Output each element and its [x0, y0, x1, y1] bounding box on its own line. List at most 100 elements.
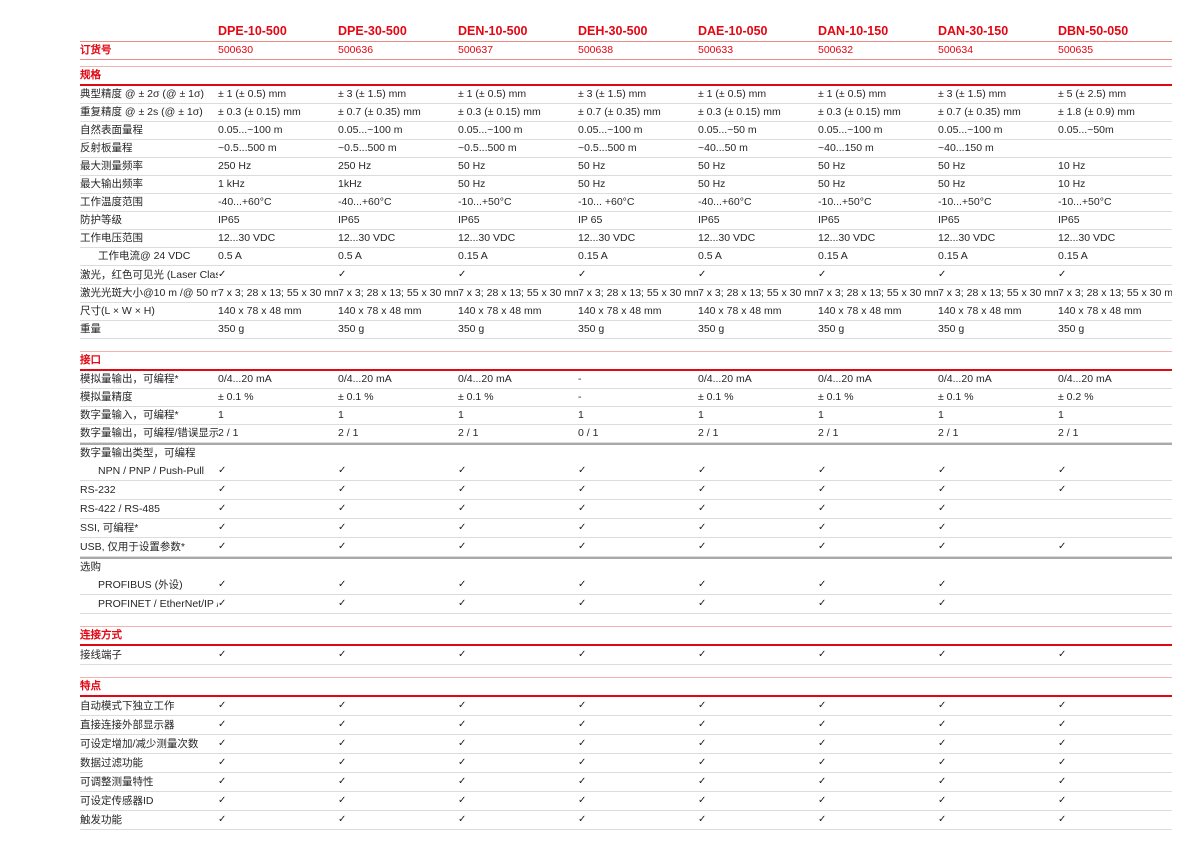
check-icon: ✓	[1058, 719, 1067, 730]
value-cell	[1058, 571, 1172, 576]
row-label: 尺寸(L × W × H)	[80, 305, 155, 317]
value-cell: ± 5 (± 2.5) mm	[1058, 88, 1127, 100]
value-cell: 0.5 A	[338, 250, 362, 262]
value-cell: ✓	[578, 481, 698, 499]
value-cell: ± 0.7 (± 0.35) mm	[578, 106, 661, 118]
check-icon: ✓	[818, 269, 827, 280]
value-cell: 1 kHz	[218, 178, 245, 190]
check-icon: ✓	[938, 503, 947, 514]
value-cell: IP65	[698, 214, 720, 226]
check-icon: ✓	[218, 757, 227, 768]
value-cell: ✓	[1058, 792, 1172, 810]
value-cell	[1058, 608, 1172, 613]
value-cell: ✓	[458, 773, 578, 791]
check-icon: ✓	[818, 465, 827, 476]
model-name: DAN-10-150	[818, 24, 889, 38]
spec-row: 工作温度范围 -40...+60°C -40...+60°C -10...+50°C -…	[80, 194, 1172, 212]
check-icon: ✓	[818, 649, 827, 660]
value-cell	[1058, 532, 1172, 537]
value-cell: 0.05...~100 m	[938, 124, 1003, 136]
row-label: 可设定增加/减少测量次数	[80, 738, 199, 750]
value-cell: -10...+50°C	[1058, 196, 1112, 208]
value-cell: ± 0.1 %	[818, 391, 854, 403]
check-icon: ✓	[338, 484, 347, 495]
check-icon: ✓	[698, 776, 707, 787]
value-cell: ✓	[338, 697, 458, 715]
check-icon: ✓	[458, 579, 467, 590]
value-cell: ✓	[818, 754, 938, 772]
spec-row: 模拟量精度 ± 0.1 % ± 0.1 % ± 0.1 % - ± 0.1 % ± 0.1 …	[80, 389, 1172, 407]
spec-row: NPN / PNP / Push-Pull ✓ ✓ ✓ ✓ ✓ ✓ ✓ ✓	[80, 462, 1172, 481]
row-label: 数据过滤功能	[80, 757, 143, 769]
check-icon: ✓	[1058, 541, 1067, 552]
value-cell: ± 0.1 %	[338, 391, 374, 403]
value-cell: 350 g	[1058, 323, 1085, 335]
value-cell: ✓	[338, 754, 458, 772]
check-icon: ✓	[698, 700, 707, 711]
check-icon: ✓	[938, 719, 947, 730]
spec-row: 防护等级 IP65 IP65 IP65 IP 65 IP65 IP65 IP65 IP65	[80, 212, 1172, 230]
check-icon: ✓	[938, 649, 947, 660]
value-cell: ✓	[218, 462, 338, 480]
check-icon: ✓	[338, 649, 347, 660]
value-cell: ± 0.3 (± 0.15) mm	[458, 106, 541, 118]
value-cell: 1	[1058, 409, 1064, 421]
row-label: 防护等级	[80, 214, 122, 226]
value-cell: ✓	[1058, 754, 1172, 772]
value-cell: 350 g	[338, 323, 365, 335]
check-icon: ✓	[578, 795, 587, 806]
value-cell: ✓	[818, 500, 938, 518]
value-cell: ✓	[338, 519, 458, 537]
value-cell: 1	[938, 409, 944, 421]
spec-row: 最大输出频率 1 kHz 1kHz 50 Hz 50 Hz 50 Hz 50 Hz 50 Hz…	[80, 176, 1172, 194]
value-cell: 10 Hz	[1058, 160, 1086, 172]
check-icon: ✓	[218, 465, 227, 476]
value-cell: ~0.5...500 m	[338, 142, 397, 154]
value-cell: ✓	[338, 792, 458, 810]
check-icon: ✓	[698, 757, 707, 768]
value-cell: ✓	[338, 462, 458, 480]
check-icon: ✓	[218, 484, 227, 495]
row-label: 激光光斑大小@10 m /@ 50 m	[80, 287, 218, 299]
value-cell: ✓	[818, 462, 938, 480]
value-cell: ✓	[218, 500, 338, 518]
value-cell: 7 x 3; 28 x 13; 55 x 30 mm	[698, 287, 818, 299]
value-cell: -10...+50°C	[818, 196, 872, 208]
value-cell: ✓	[578, 595, 698, 613]
row-label: 工作温度范围	[80, 196, 143, 208]
row-label: RS-232	[80, 484, 116, 496]
value-cell: ✓	[698, 735, 818, 753]
check-icon: ✓	[938, 757, 947, 768]
spec-row: 激光，红色可见光 (Laser Class 2, < 1 mW)✓✓✓✓✓✓✓✓	[80, 266, 1172, 285]
value-cell: ✓	[938, 754, 1058, 772]
section-title: 接口	[80, 351, 1172, 371]
spec-row: 数字量输入，可编程* 1 1 1 1 1 1 1 1	[80, 407, 1172, 425]
value-cell: ✓	[698, 500, 818, 518]
check-icon: ✓	[338, 579, 347, 590]
check-icon: ✓	[698, 598, 707, 609]
spec-row: 可设定增加/减少测量次数 ✓ ✓ ✓ ✓ ✓ ✓ ✓ ✓	[80, 735, 1172, 754]
value-cell: ✓	[218, 716, 338, 734]
row-label: 重量	[80, 323, 101, 335]
value-cell: 50 Hz	[578, 178, 606, 190]
check-icon: ✓	[338, 757, 347, 768]
check-icon: ✓	[578, 649, 587, 660]
check-icon: ✓	[698, 269, 707, 280]
value-cell: ✓	[1058, 266, 1172, 284]
model-name: DAE-10-050	[698, 24, 768, 38]
value-cell: ✓	[458, 811, 578, 829]
check-icon: ✓	[578, 776, 587, 787]
value-cell: ✓	[578, 462, 698, 480]
value-cell: ✓	[818, 646, 938, 664]
row-label: 模拟量输出，可编程*	[80, 373, 179, 385]
value-cell: ~0.5...500 m	[578, 142, 637, 154]
value-cell: 0.05...~100 m	[458, 124, 523, 136]
value-cell: ✓	[938, 462, 1058, 480]
value-cell: ✓	[458, 754, 578, 772]
value-cell: ✓	[938, 811, 1058, 829]
value-cell: ± 0.3 (± 0.15) mm	[218, 106, 301, 118]
check-icon: ✓	[1058, 757, 1067, 768]
value-cell: 50 Hz	[458, 160, 486, 172]
value-cell: ✓	[818, 697, 938, 715]
order-number: 500630	[218, 44, 254, 56]
